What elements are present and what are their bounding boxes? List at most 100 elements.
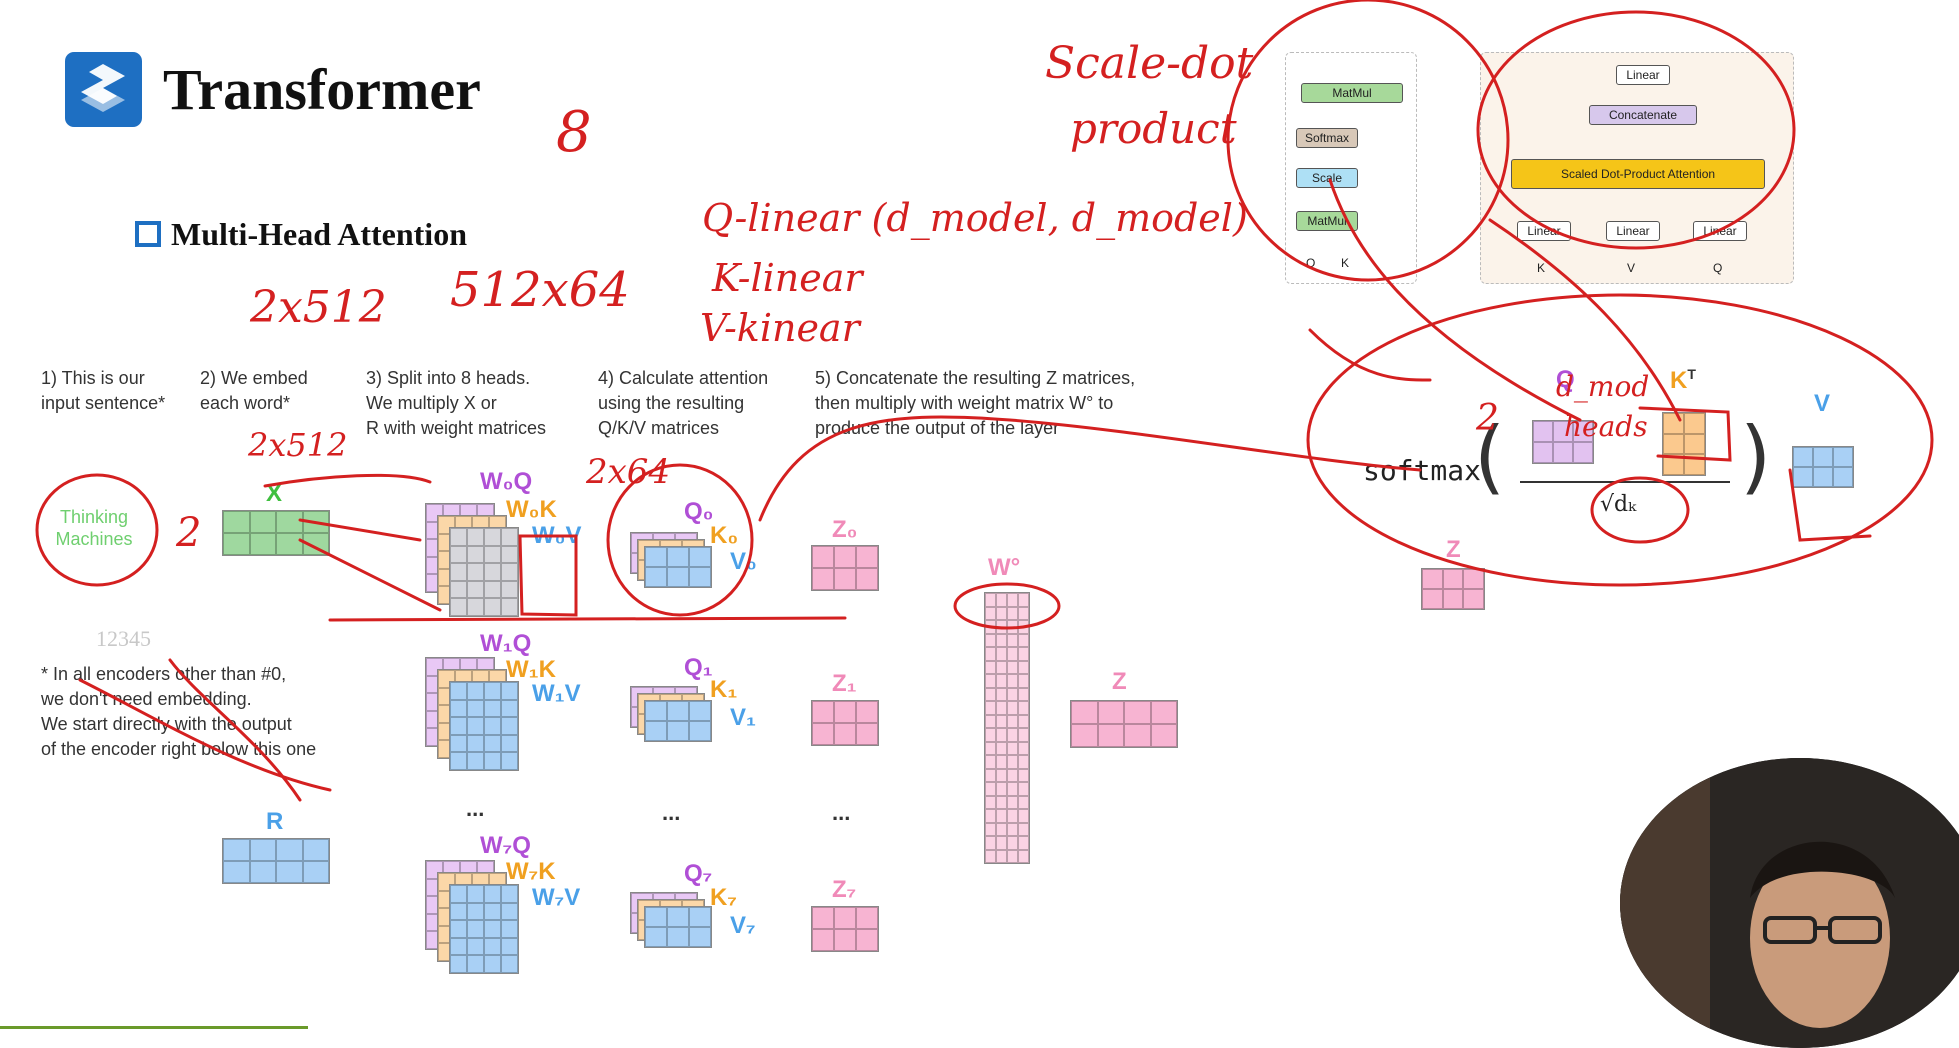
annotation-line	[328, 616, 847, 622]
matmul-top-box: MatMul	[1301, 83, 1403, 103]
step-3-line: R with weight matrices	[366, 418, 547, 438]
x-matrix	[222, 510, 330, 556]
annotation-text: 2x512	[248, 426, 348, 464]
sqrt-dk: √dₖ	[1600, 492, 1637, 517]
r-label: R	[266, 808, 284, 835]
wv-matrix	[449, 884, 519, 974]
webcam-overlay	[1620, 758, 1959, 1048]
q-input-label: Q	[1713, 261, 1723, 275]
step-2-line: 2) We embed	[200, 368, 308, 388]
q7-label: Q₇	[684, 860, 713, 887]
scale-box: Scale	[1296, 168, 1358, 188]
annotation-stroke	[78, 678, 332, 792]
wv-matrix	[449, 681, 519, 771]
k7-label: K₇	[710, 884, 737, 911]
formula-v-label: V	[1814, 390, 1831, 417]
w7v-label: W₇V	[532, 884, 581, 911]
w0k-label: W₀K	[506, 496, 557, 523]
step-4-line: Q/K/V matrices	[598, 418, 720, 438]
ellipsis-qkv: ...	[662, 800, 681, 825]
z0-label: Z₀	[832, 516, 858, 543]
annotation-circle	[1590, 476, 1690, 544]
progress-line	[0, 1026, 308, 1029]
footnote-line: * In all encoders other than #0,	[41, 664, 287, 684]
q0-label: Q₀	[684, 498, 714, 525]
annotation-arrow	[1328, 178, 1582, 422]
w7q-label: W₇Q	[480, 832, 531, 859]
z7-label: Z₇	[832, 876, 857, 903]
section-heading: Multi-Head Attention	[135, 216, 467, 253]
annotation-text: K-linear	[712, 256, 863, 300]
formula-k-label: KT	[1670, 366, 1696, 395]
annotation-arrow	[1488, 218, 1682, 422]
step-1-line: 1) This is our	[41, 368, 145, 388]
annotation-text: 512x64	[450, 262, 630, 318]
annotation-text: V-kinear	[700, 306, 860, 350]
w1k-label: W₁K	[506, 656, 556, 683]
z-output-matrix	[1070, 700, 1178, 748]
page-title: Transformer	[163, 57, 481, 122]
w1v-label: W₁V	[532, 680, 581, 707]
formula-z-matrix	[1421, 568, 1485, 610]
scaled-dot-product-diagram: MatMul Softmax Scale MatMul Q K	[1285, 52, 1417, 284]
formula-v-matrix	[1792, 446, 1854, 488]
w7k-label: W₇K	[506, 858, 556, 885]
wv-matrix	[449, 527, 519, 617]
v7-label: V₇	[730, 912, 756, 939]
footnote-line: we don't need embedding.	[41, 689, 252, 709]
step-5-line: 5) Concatenate the resulting Z matrices,	[815, 368, 1136, 388]
annotation-text: 8	[556, 100, 592, 165]
z0-matrix	[811, 545, 879, 591]
annotation-text: d_mod	[1556, 370, 1650, 403]
step-2: 2) We embed each word*	[200, 366, 340, 416]
z1-label: Z₁	[832, 670, 857, 697]
softmax-box: Softmax	[1296, 128, 1358, 148]
step-4: 4) Calculate attention using the resulti…	[598, 366, 808, 441]
step-1-line: input sentence*	[41, 393, 166, 413]
k-symbol: K	[1670, 367, 1688, 394]
annotation-text: Scale-dot	[1045, 38, 1254, 89]
sdpa-box: Scaled Dot-Product Attention	[1511, 159, 1765, 189]
annotation-circle	[35, 473, 159, 587]
v-matrix	[644, 906, 712, 948]
annotation-stroke	[1788, 468, 1872, 542]
annotation-text: product	[1070, 104, 1237, 153]
annotation-text: 2x64	[586, 452, 671, 492]
annotation-arrow	[298, 538, 442, 612]
annotation-box	[1638, 406, 1732, 462]
annotation-arrow	[1308, 328, 1432, 382]
faint-number: 12345	[96, 626, 151, 651]
annotation-text: heads	[1564, 410, 1648, 443]
step-5-line: then multiply with weight matrix W° to	[815, 393, 1114, 413]
transpose-symbol: T	[1687, 366, 1696, 382]
linear-k-box: Linear	[1517, 221, 1571, 241]
annotation-text: 2x512	[250, 282, 387, 333]
v-matrix	[644, 546, 712, 588]
matmul-bottom-box: MatMul	[1296, 211, 1358, 231]
annotation-circle	[1226, 0, 1510, 282]
concat-box: Concatenate	[1589, 105, 1697, 125]
square-bullet-icon	[135, 221, 161, 247]
formula-kt-matrix	[1662, 412, 1706, 476]
r-matrix	[222, 838, 330, 884]
q1-label: Q₁	[684, 654, 713, 681]
annotation-circle	[1306, 293, 1934, 587]
z7-matrix	[811, 906, 879, 952]
softmax-label: softmax	[1363, 454, 1482, 487]
step-3-line: We multiply X or	[366, 393, 497, 413]
q-input-label: Q	[1306, 256, 1316, 270]
right-paren: )	[1740, 410, 1772, 503]
annotation-circle	[953, 582, 1061, 630]
ellipsis-weights: ...	[466, 796, 485, 821]
x-label: X	[266, 480, 283, 507]
w0q-label: W₀Q	[480, 468, 533, 495]
z-output-label: Z	[1112, 668, 1127, 695]
v1-label: V₁	[730, 704, 756, 731]
fraction-bar	[1520, 481, 1730, 483]
left-paren: (	[1474, 410, 1506, 503]
step-4-line: using the resulting	[598, 393, 745, 413]
step-2-line: each word*	[200, 393, 291, 413]
v-matrix	[644, 700, 712, 742]
step-3-line: 3) Split into 8 heads.	[366, 368, 531, 388]
